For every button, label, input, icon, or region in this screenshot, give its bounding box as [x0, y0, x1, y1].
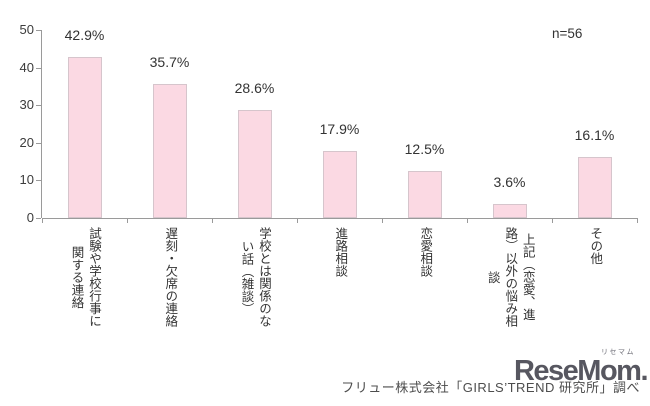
x-axis-tick [382, 218, 383, 223]
bar [407, 171, 442, 218]
y-axis-tick [36, 218, 41, 219]
bar [237, 110, 272, 218]
y-axis-tick-label: 0 [26, 210, 34, 225]
x-axis-tick [212, 218, 213, 223]
sample-size-label: n=56 [552, 26, 583, 41]
x-axis-tick [127, 218, 128, 223]
bar [67, 56, 102, 218]
y-axis-tick [36, 180, 41, 182]
category-label: 進路相談 [333, 227, 348, 277]
logo-ruby-text: リセマム [601, 349, 635, 356]
y-axis-tick [36, 105, 41, 107]
bar-value-label: 12.5% [404, 141, 445, 157]
y-axis-tick [36, 30, 41, 31]
resemom-logo: リセマム ReseMom. [513, 349, 649, 387]
x-axis-tick [467, 218, 468, 223]
bar-value-label: 35.7% [149, 53, 190, 70]
bar [322, 150, 357, 218]
x-axis-tick [297, 218, 298, 223]
y-axis-tick-label: 30 [19, 97, 34, 113]
y-axis-tick-label: 50 [19, 22, 34, 37]
y-axis-tick-label: 10 [19, 172, 34, 188]
y-axis-tick [36, 142, 41, 144]
y-axis-tick [36, 67, 41, 69]
y-axis-line [41, 30, 42, 218]
bar-value-label: 3.6% [493, 174, 526, 191]
bar-value-label: 17.9% [319, 120, 360, 137]
bar [577, 157, 612, 218]
bar-value-label: 28.6% [234, 80, 275, 97]
y-axis-tick-label: 40 [19, 59, 34, 75]
y-axis-tick-label: 20 [19, 134, 34, 150]
category-label: 遅刻・欠席の連絡 [163, 227, 178, 327]
x-axis-line [42, 218, 637, 219]
x-axis-tick [637, 218, 638, 223]
category-label: その他 [588, 227, 603, 265]
bar-value-label: 16.1% [574, 127, 615, 144]
x-axis-tick [42, 218, 43, 223]
logo-wordmark: ReseMom. [513, 355, 649, 387]
x-axis-tick [552, 218, 553, 223]
category-label: 上記（恋愛、進 路）以外の悩み相 談 [485, 227, 535, 327]
bar [152, 83, 187, 218]
category-label: 試験や学校行事に 関する連絡 [69, 227, 102, 327]
source-text: フリュー株式会社「GIRLS’TREND 研究所」調べ [341, 380, 640, 395]
category-label: 学校とは関係のな い話（雑談） [239, 227, 272, 327]
bar [492, 204, 527, 218]
bar-value-label: 42.9% [64, 26, 105, 43]
category-label: 恋愛相談 [418, 227, 433, 277]
